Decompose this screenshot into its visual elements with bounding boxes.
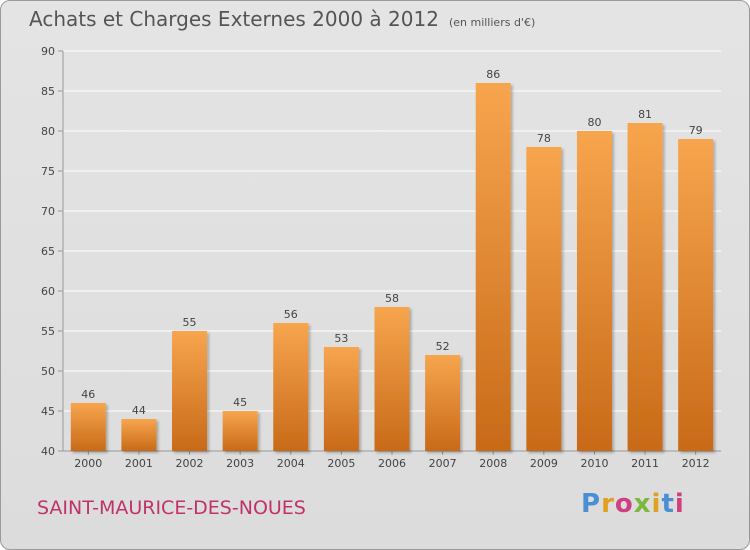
value-label-2002: 55 (183, 316, 197, 329)
y-tick-label: 85 (41, 85, 55, 98)
logo-letter: r (601, 489, 615, 519)
value-labels: 46 44 55 45 56 53 58 52 86 78 80 81 79 (81, 68, 702, 417)
logo-letter: x (633, 489, 652, 519)
chart-unit: (en milliers d'€) (448, 16, 536, 29)
bar-2008 (475, 83, 511, 451)
y-tick-label: 80 (41, 125, 55, 138)
bar-2009 (526, 147, 562, 451)
value-label-2011: 81 (638, 108, 652, 121)
logo-letter: P (581, 489, 602, 519)
x-tick-label-2008: 2008 (479, 457, 507, 470)
value-label-2012: 79 (689, 124, 703, 137)
bar-2005 (323, 347, 359, 451)
value-label-2006: 58 (385, 292, 399, 305)
bar-2002 (172, 331, 208, 451)
value-label-2000: 46 (81, 388, 95, 401)
x-tick-label-2004: 2004 (277, 457, 305, 470)
y-tick-label: 70 (41, 205, 55, 218)
bar-2010 (576, 131, 612, 451)
logo-letter: o (614, 489, 634, 519)
x-tick-label-2001: 2001 (125, 457, 153, 470)
y-tick-label: 65 (41, 245, 55, 258)
x-tick-label-2003: 2003 (226, 457, 254, 470)
y-tick-label: 75 (41, 165, 55, 178)
y-tick-label: 90 (41, 45, 55, 58)
logo-letter: t (661, 489, 675, 519)
bar-2004 (273, 323, 309, 451)
value-label-2001: 44 (132, 404, 146, 417)
value-label-2005: 53 (334, 332, 348, 345)
value-label-2008: 86 (486, 68, 500, 81)
bar-2001 (121, 419, 157, 451)
x-tick-label-2010: 2010 (580, 457, 608, 470)
x-tick-label-2006: 2006 (378, 457, 406, 470)
value-label-2007: 52 (436, 340, 450, 353)
y-tick-label: 45 (41, 405, 55, 418)
y-tick-label: 40 (41, 445, 55, 458)
logo-letter: i (651, 489, 662, 519)
x-tick-label-2005: 2005 (327, 457, 355, 470)
x-tick-label-2009: 2009 (530, 457, 558, 470)
bar-2006 (374, 307, 410, 451)
x-tick-label-2012: 2012 (682, 457, 710, 470)
bar-2012 (678, 139, 714, 451)
bar-2000 (70, 403, 106, 451)
x-tick-label-2007: 2007 (429, 457, 457, 470)
value-label-2004: 56 (284, 308, 298, 321)
x-tick-label-2011: 2011 (631, 457, 659, 470)
bar-2007 (425, 355, 461, 451)
commune-name: SAINT-MAURICE-DES-NOUES (37, 497, 306, 519)
value-label-2010: 80 (587, 116, 601, 129)
x-tick-labels: 2000 2001 2002 2003 2004 2005 2006 2007 2008 2009… (74, 457, 709, 470)
y-tick-label: 55 (41, 325, 55, 338)
x-tick-label-2002: 2002 (176, 457, 204, 470)
chart-title-text: Achats et Charges Externes 2000 à 2012 (29, 7, 439, 31)
value-label-2009: 78 (537, 132, 551, 145)
x-tick-label-2000: 2000 (74, 457, 102, 470)
bar-2003 (222, 411, 258, 451)
chart-title: Achats et Charges Externes 2000 à 2012 (e… (29, 7, 535, 31)
bar-2011 (627, 123, 663, 451)
logo-letter: i (674, 489, 685, 519)
y-tick-labels: 40 45 50 55 60 65 70 75 80 85 90 (41, 45, 55, 458)
y-tick-label: 50 (41, 365, 55, 378)
proxiti-logo: Proxiti (581, 489, 685, 519)
value-label-2003: 45 (233, 396, 247, 409)
y-tick-label: 60 (41, 285, 55, 298)
bars (70, 83, 714, 451)
